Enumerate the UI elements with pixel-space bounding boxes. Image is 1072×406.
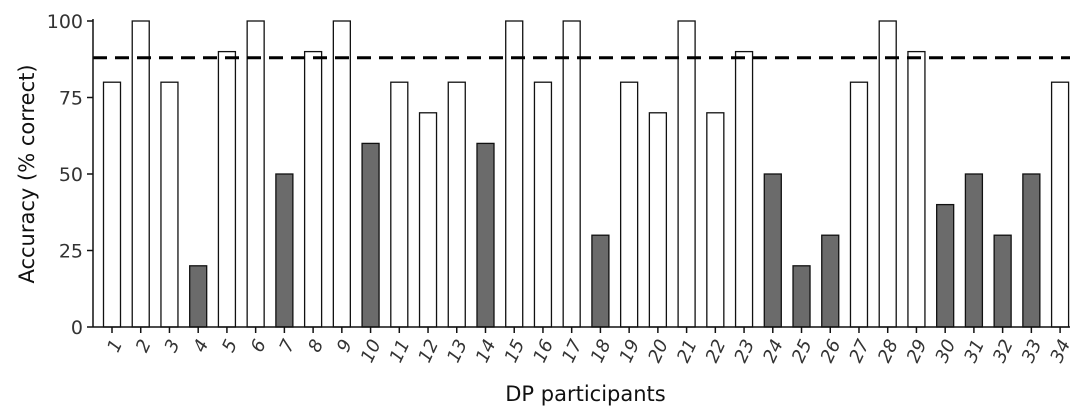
bar-participant-4 xyxy=(189,265,208,328)
y-tick-label: 50 xyxy=(59,164,83,186)
y-axis-ticks: 0 25 50 75 100 xyxy=(47,11,93,339)
bar-participant-33 xyxy=(1022,173,1041,328)
x-tick-label: 32 xyxy=(989,336,1018,366)
x-tick-label: 15 xyxy=(501,336,530,366)
x-axis-ticks: 1 2 3 4 5 6 7 8 9 10 11 12 13 14 15 16 17 18 19 20 21 22 23 24 2… xyxy=(103,327,1072,366)
bar-participant-1 xyxy=(102,81,122,328)
x-tick-label: 24 xyxy=(759,336,788,366)
bars-group xyxy=(102,20,1070,328)
x-tick-label: 31 xyxy=(960,336,989,366)
x-tick-label: 34 xyxy=(1046,336,1072,366)
x-tick-label: 27 xyxy=(845,336,874,366)
bar-participant-34 xyxy=(1050,81,1070,328)
bar-participant-18 xyxy=(591,234,610,328)
x-tick-label: 14 xyxy=(472,336,501,366)
x-tick-label: 7 xyxy=(276,336,300,356)
x-tick-label: 9 xyxy=(333,336,357,355)
bar-participant-22 xyxy=(706,112,725,328)
bar-participant-15 xyxy=(505,20,524,328)
x-tick-label: 23 xyxy=(730,336,759,366)
x-tick-label: 22 xyxy=(702,336,731,366)
bar-participant-26 xyxy=(821,234,840,328)
x-tick-label: 3 xyxy=(161,336,185,355)
x-tick-label: 18 xyxy=(587,336,616,366)
bar-participant-8 xyxy=(303,50,323,328)
x-tick-label: 28 xyxy=(874,336,903,366)
x-tick-label: 11 xyxy=(386,336,415,366)
bar-participant-31 xyxy=(964,173,984,328)
x-tick-label: 1 xyxy=(103,336,127,355)
bar-participant-16 xyxy=(533,81,553,328)
bar-participant-9 xyxy=(332,20,351,328)
bar-participant-28 xyxy=(878,20,897,328)
bar-participant-17 xyxy=(562,20,581,328)
x-tick-label: 17 xyxy=(558,336,587,366)
bar-participant-19 xyxy=(619,81,639,328)
y-tick-label: 75 xyxy=(59,88,83,110)
x-tick-label: 26 xyxy=(817,336,846,366)
x-tick-label: 12 xyxy=(414,336,443,366)
x-tick-label: 21 xyxy=(673,336,702,366)
bar-participant-6 xyxy=(246,20,265,328)
x-axis-title: DP participants xyxy=(505,382,665,406)
bar-participant-12 xyxy=(418,112,438,328)
bar-participant-30 xyxy=(936,203,955,328)
x-tick-label: 8 xyxy=(304,336,328,355)
bar-participant-11 xyxy=(390,81,409,328)
bar-participant-3 xyxy=(160,81,179,328)
y-axis-title: Accuracy (% correct) xyxy=(15,64,39,283)
bar-participant-25 xyxy=(792,265,811,328)
bar-participant-7 xyxy=(275,173,294,328)
x-tick-label: 6 xyxy=(247,336,271,355)
bar-participant-14 xyxy=(476,142,495,328)
x-tick-label: 19 xyxy=(615,336,644,366)
bar-participant-32 xyxy=(993,234,1012,328)
y-tick-label: 0 xyxy=(71,317,83,339)
bar-participant-24 xyxy=(763,173,782,328)
bar-participant-23 xyxy=(734,50,754,328)
bar-participant-10 xyxy=(361,142,380,328)
x-tick-label: 13 xyxy=(443,336,472,366)
bar-participant-27 xyxy=(849,81,869,328)
x-tick-label: 4 xyxy=(189,336,213,355)
bar-participant-5 xyxy=(217,50,237,328)
x-tick-label: 2 xyxy=(132,336,156,355)
x-tick-label: 25 xyxy=(788,336,817,366)
x-tick-label: 29 xyxy=(903,336,932,366)
x-tick-label: 20 xyxy=(644,336,673,366)
x-tick-label: 33 xyxy=(1018,336,1047,366)
bar-participant-21 xyxy=(677,20,696,328)
bar-participant-20 xyxy=(648,112,668,328)
bar-participant-29 xyxy=(907,50,926,328)
bar-participant-13 xyxy=(447,81,466,328)
x-tick-label: 5 xyxy=(218,336,242,355)
bar-participant-2 xyxy=(131,20,150,328)
y-tick-label: 100 xyxy=(47,11,83,33)
y-tick-label: 25 xyxy=(59,241,83,263)
x-tick-label: 10 xyxy=(357,336,386,366)
x-tick-label: 30 xyxy=(932,336,961,366)
x-tick-label: 16 xyxy=(529,336,558,366)
